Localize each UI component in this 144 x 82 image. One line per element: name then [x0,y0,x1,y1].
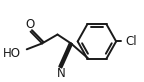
Text: Cl: Cl [126,35,137,48]
Text: HO: HO [3,47,21,60]
Text: O: O [25,18,34,31]
Text: N: N [57,67,66,81]
